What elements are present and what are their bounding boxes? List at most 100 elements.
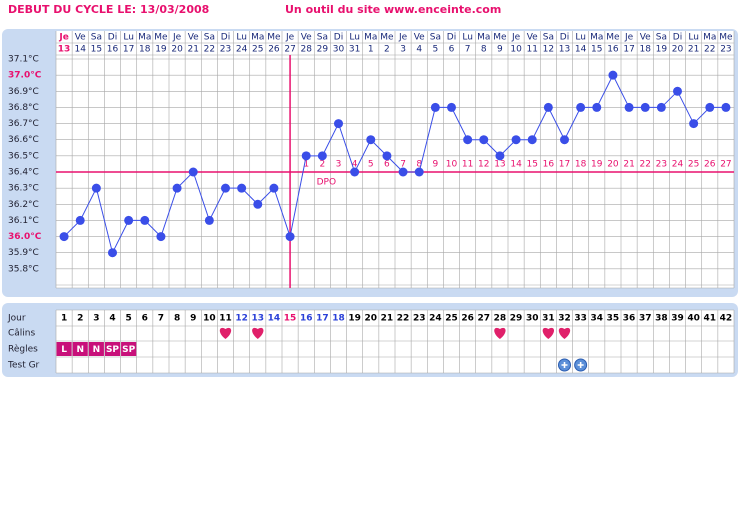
- temperature-point: [592, 102, 602, 112]
- date-label: 23: [220, 45, 231, 55]
- dpo-number: 22: [639, 160, 650, 170]
- day-number: 23: [413, 314, 426, 324]
- period-cell: [121, 342, 137, 356]
- date-label: 1: [368, 45, 374, 55]
- temperature-point: [447, 102, 456, 112]
- y-tick-label: 36.3°C: [8, 184, 39, 194]
- test-icon-plus: [561, 362, 568, 368]
- weekday-label: Di: [560, 33, 569, 43]
- temperature-point: [237, 183, 247, 193]
- temperature-point: [463, 135, 473, 145]
- day-number: 41: [704, 314, 717, 324]
- temperature-point: [560, 135, 569, 145]
- day-number: 13: [252, 314, 265, 324]
- date-label: 16: [607, 45, 619, 55]
- heart: [558, 327, 571, 339]
- temperature-point: [188, 167, 198, 177]
- dpo-number: 6: [384, 160, 390, 170]
- y-tick-label: 36.0°C: [8, 232, 42, 242]
- heart: [542, 327, 555, 339]
- weekday-label: Ma: [477, 33, 490, 43]
- weekday-label: Ve: [188, 33, 199, 43]
- temperature-point: [285, 232, 295, 242]
- day-number: 22: [397, 314, 410, 324]
- temperature-point: [156, 232, 166, 242]
- temperature-point: [269, 183, 279, 193]
- day-number: 2: [77, 314, 83, 324]
- date-label: 27: [284, 45, 295, 55]
- date-label: 29: [317, 45, 329, 55]
- day-number: 42: [720, 314, 733, 324]
- dpo-number: 12: [478, 160, 489, 170]
- temperature-point: [124, 215, 134, 225]
- temperature-point: [624, 102, 634, 112]
- period-cell: [56, 342, 72, 356]
- day-number: 5: [126, 314, 132, 324]
- period-cell: [72, 342, 88, 356]
- temperature-point: [253, 199, 263, 209]
- day-number: 30: [526, 314, 539, 324]
- date-label: 11: [526, 45, 537, 55]
- weekday-label: Lu: [688, 33, 699, 43]
- day-number: 37: [639, 314, 652, 324]
- dpo-number: 11: [462, 160, 473, 170]
- date-label: 13: [58, 45, 71, 55]
- temperature-point: [75, 215, 85, 225]
- date-label: 22: [204, 45, 215, 55]
- day-number: 32: [558, 314, 571, 324]
- y-tick-label: 36.5°C: [8, 151, 39, 161]
- row-label: Règles: [8, 344, 38, 355]
- temperature-line: [63, 74, 726, 255]
- dpo-number: 25: [688, 160, 699, 170]
- date-label: 21: [187, 45, 198, 55]
- period-label: SP: [106, 345, 119, 355]
- weekday-label: Je: [624, 33, 634, 43]
- date-label: 14: [575, 45, 587, 55]
- weekday-label: Je: [398, 33, 408, 43]
- dpo-number: 9: [432, 160, 438, 170]
- temperature-point: [334, 119, 343, 129]
- day-number: 31: [542, 314, 555, 324]
- date-label: 25: [252, 45, 263, 55]
- dpo-number: 14: [510, 160, 522, 170]
- day-number: 10: [203, 314, 216, 324]
- date-label: 13: [559, 45, 570, 55]
- dpo-number: 1: [303, 160, 309, 170]
- temperature-point: [640, 102, 650, 112]
- weekday-label: Sa: [430, 33, 441, 43]
- temperature-point: [204, 215, 214, 225]
- date-label: 22: [704, 45, 715, 55]
- temperature-point: [673, 86, 682, 96]
- temperature-point: [301, 151, 311, 161]
- weekday-label: Je: [511, 33, 521, 43]
- day-number: 28: [494, 314, 507, 324]
- weekday-label: Me: [380, 33, 394, 43]
- day-number: 35: [607, 314, 620, 324]
- date-label: 24: [236, 45, 248, 55]
- day-number: 9: [190, 314, 196, 324]
- dpo-number: 24: [672, 160, 684, 170]
- period-label: SP: [122, 345, 135, 355]
- date-label: 17: [623, 45, 634, 55]
- temperature-point: [172, 183, 182, 193]
- day-number: 20: [365, 314, 378, 324]
- temperature-point: [140, 215, 150, 225]
- day-number: 38: [655, 314, 668, 324]
- dpo-number: 10: [446, 160, 458, 170]
- date-label: 12: [543, 45, 554, 55]
- weekday-label: Me: [719, 33, 733, 43]
- dpo-number: 17: [559, 160, 570, 170]
- weekday-label: Me: [154, 33, 168, 43]
- temperature-point: [479, 135, 489, 145]
- weekday-label: Ma: [251, 33, 264, 43]
- y-tick-label: 36.9°C: [8, 87, 39, 97]
- dpo-number: 23: [656, 160, 667, 170]
- day-number: 15: [284, 314, 297, 324]
- date-label: 14: [74, 45, 86, 55]
- row-label: Jour: [7, 314, 26, 324]
- day-number: 36: [623, 314, 636, 324]
- temperature-point: [608, 70, 618, 80]
- row-label: Test Gr: [7, 361, 40, 371]
- temperature-point: [91, 183, 101, 193]
- period-label: N: [76, 345, 84, 355]
